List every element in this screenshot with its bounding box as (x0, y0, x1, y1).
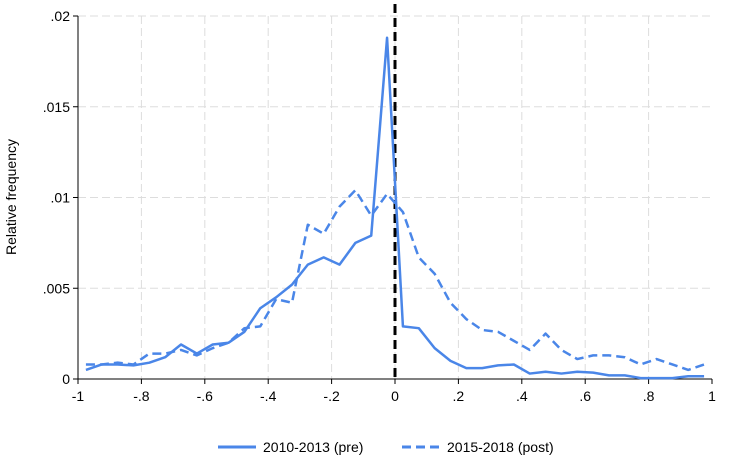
x-tick-label: -1 (72, 388, 85, 404)
y-tick-label: .01 (51, 190, 71, 206)
x-tick-label: -.4 (260, 388, 277, 404)
x-tick-label: 0 (391, 388, 399, 404)
series-layer (85, 36, 705, 380)
legend-label-1: 2010-2013 (pre) (263, 439, 363, 455)
x-tick-label: -.8 (133, 388, 150, 404)
series-line-2 (85, 188, 705, 372)
y-tick-label: .005 (43, 280, 70, 296)
legend: 2010-2013 (pre) 2015-2018 (post) (218, 439, 554, 455)
legend-label-2: 2015-2018 (post) (447, 439, 554, 455)
x-tick-label: .2 (453, 388, 465, 404)
y-tick-label: .02 (51, 8, 71, 24)
x-tick-label: -.2 (323, 388, 340, 404)
axes: 0 .005 .01 .015 .02 -1 -.8 -.6 -.4 -.2 0 .2 .4 .6 .8 1 (43, 8, 716, 404)
x-tick-label: .8 (643, 388, 655, 404)
y-axis-title: Relative frequency (3, 139, 19, 255)
x-tick-label: 1 (708, 388, 716, 404)
y-tick-label: 0 (62, 371, 70, 387)
series-line-1 (85, 36, 705, 380)
x-tick-label: .4 (516, 388, 528, 404)
x-tick-label: -.6 (197, 388, 214, 404)
x-tick-label: .6 (579, 388, 591, 404)
y-tick-label: .015 (43, 99, 70, 115)
